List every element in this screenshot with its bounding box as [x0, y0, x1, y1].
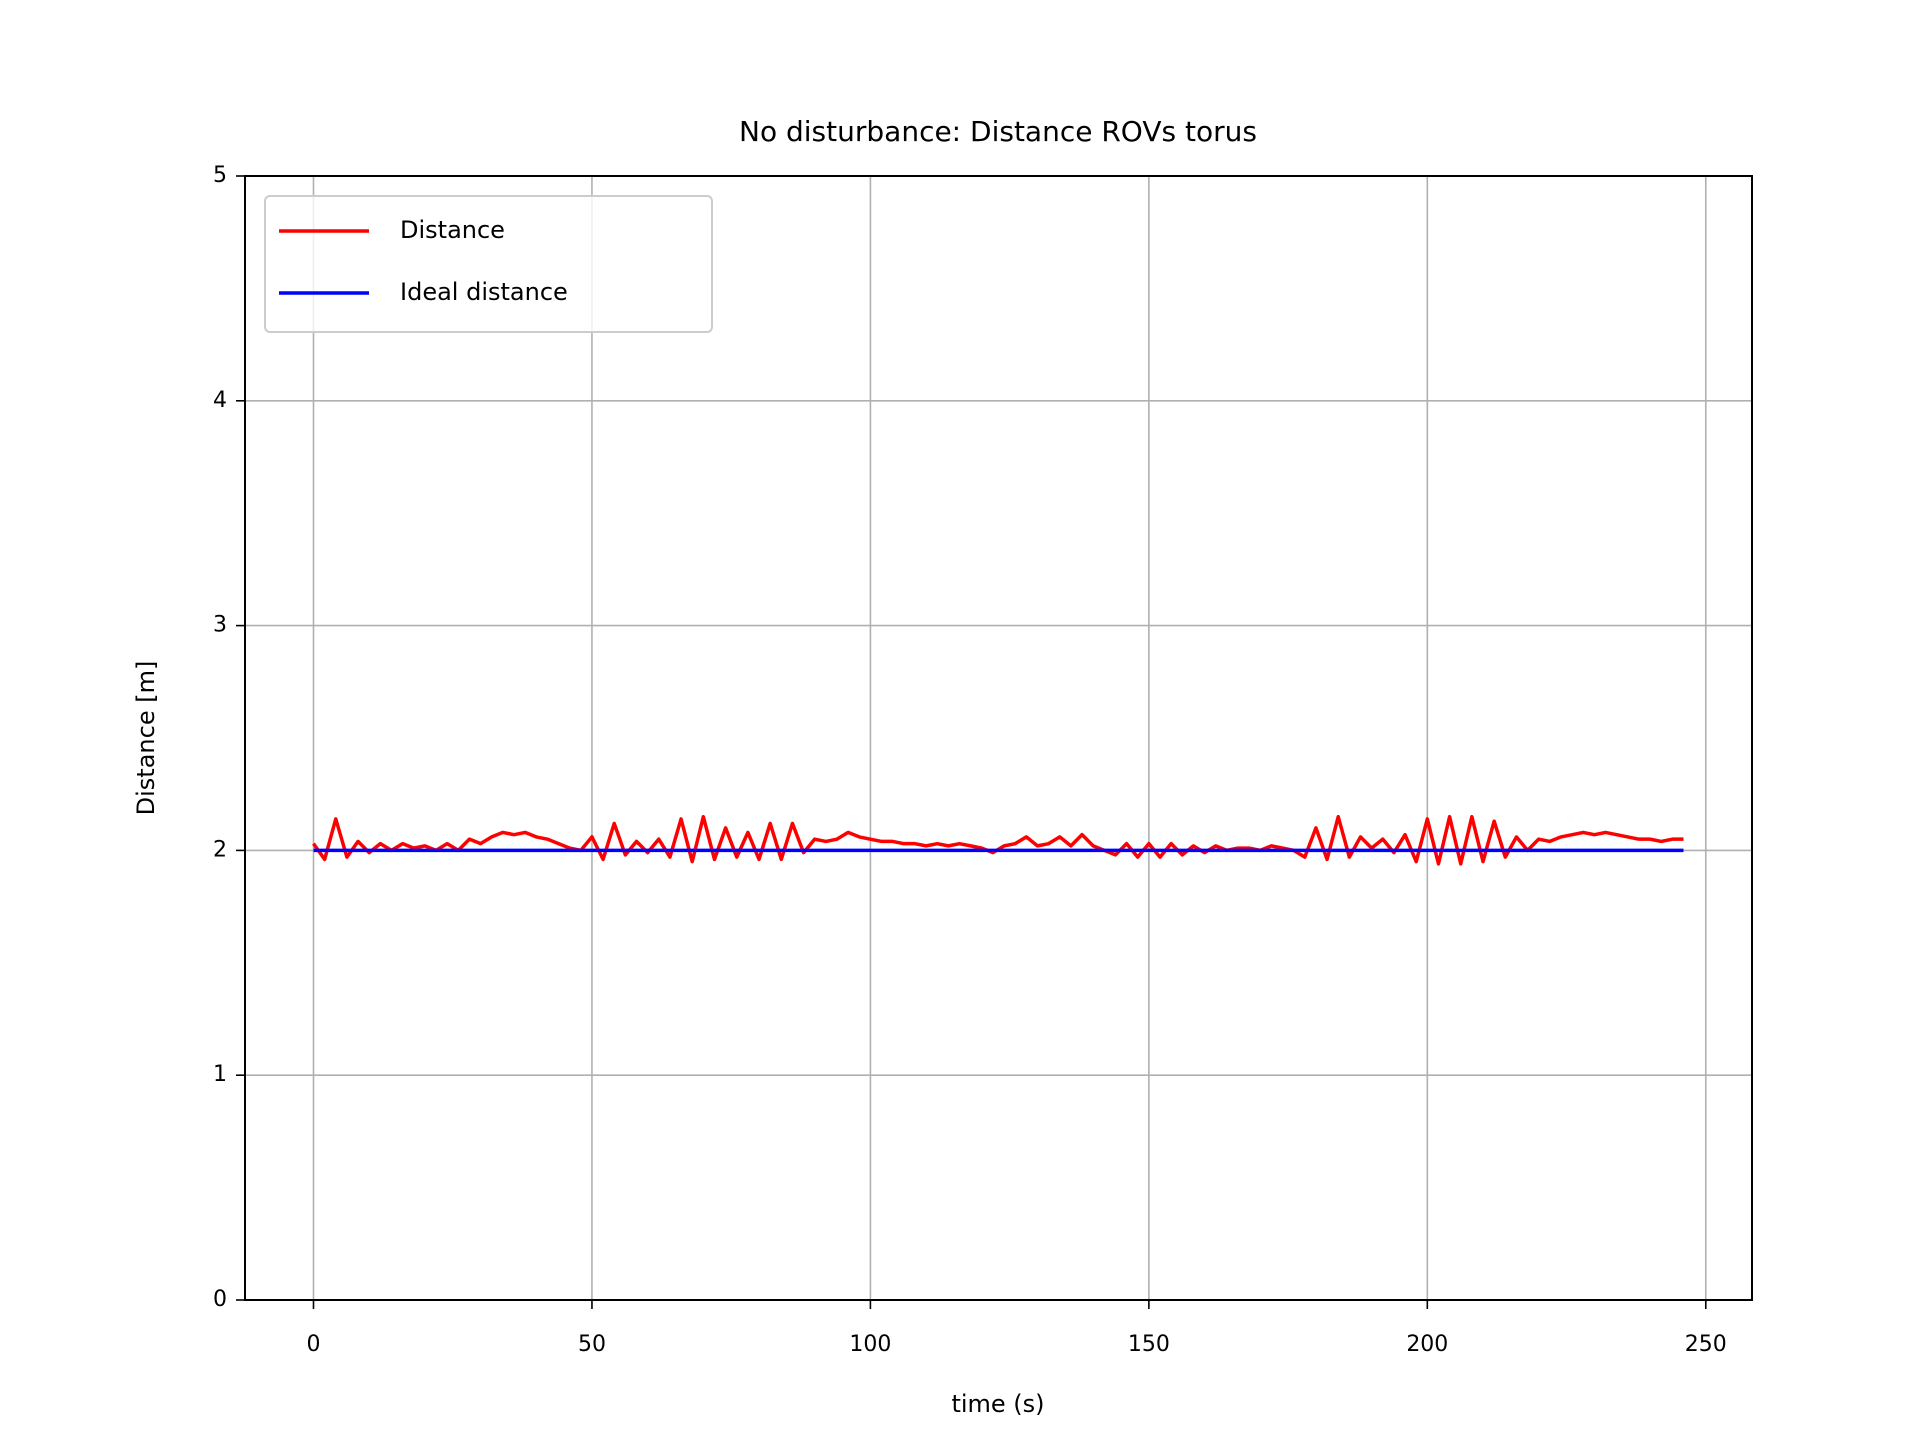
axes-frame: [244, 175, 1753, 1301]
y-tick-label: 2: [213, 837, 227, 862]
y-tick-label: 1: [213, 1062, 227, 1087]
x-tick-label: 50: [578, 1332, 606, 1357]
y-tick-label: 4: [213, 388, 227, 413]
legend-label: Distance: [400, 216, 505, 244]
legend-label: Ideal distance: [400, 278, 568, 306]
x-tick-label: 100: [849, 1332, 891, 1357]
x-tick-label: 0: [307, 1332, 321, 1357]
x-tick-label: 200: [1406, 1332, 1448, 1357]
y-tick-label: 0: [213, 1287, 227, 1312]
data-line: [312, 814, 1684, 866]
y-tick-label: 5: [213, 163, 227, 188]
x-tick-label: 250: [1685, 1332, 1727, 1357]
x-axis-label: time (s): [951, 1390, 1044, 1418]
legend-box: [264, 195, 713, 333]
x-tick-label: 150: [1128, 1332, 1170, 1357]
y-tick-label: 3: [213, 613, 227, 638]
chart-title: No disturbance: Distance ROVs torus: [739, 115, 1257, 148]
y-axis-label: Distance [m]: [132, 661, 160, 816]
